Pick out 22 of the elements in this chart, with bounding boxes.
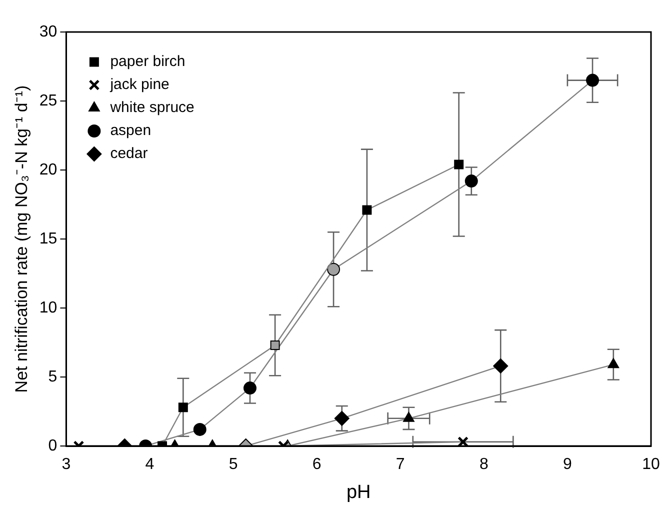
legend-label: jack pine — [109, 76, 170, 94]
x-tick-label: 9 — [563, 456, 572, 474]
x-tick-label: 7 — [396, 456, 405, 474]
x-axis-title: pH — [346, 482, 371, 503]
y-tick-label: 20 — [39, 161, 58, 178]
legend-label: aspen — [110, 122, 152, 140]
y-axis-title: Net nitrification rate (mg NO₃⁻-N kg⁻¹ d⁻¹) — [12, 85, 31, 393]
y-tick-label: 25 — [39, 92, 58, 110]
legend-label: cedar — [110, 145, 148, 162]
x-tick-label: 3 — [62, 456, 71, 474]
y-tick-label: 5 — [48, 368, 58, 386]
legend-label: paper birch — [110, 53, 186, 70]
y-tick-label: 10 — [39, 299, 58, 316]
y-tick-label: 30 — [39, 23, 58, 40]
y-tick-label: 15 — [39, 230, 58, 248]
x-tick-label: 4 — [145, 456, 154, 474]
x-tick-label: 10 — [642, 456, 660, 474]
x-tick-label: 5 — [228, 456, 238, 474]
legend-label: white spruce — [109, 99, 194, 116]
x-tick-label: 8 — [479, 456, 488, 474]
y-tick-label: 0 — [48, 437, 58, 454]
x-tick-label: 6 — [312, 456, 322, 474]
